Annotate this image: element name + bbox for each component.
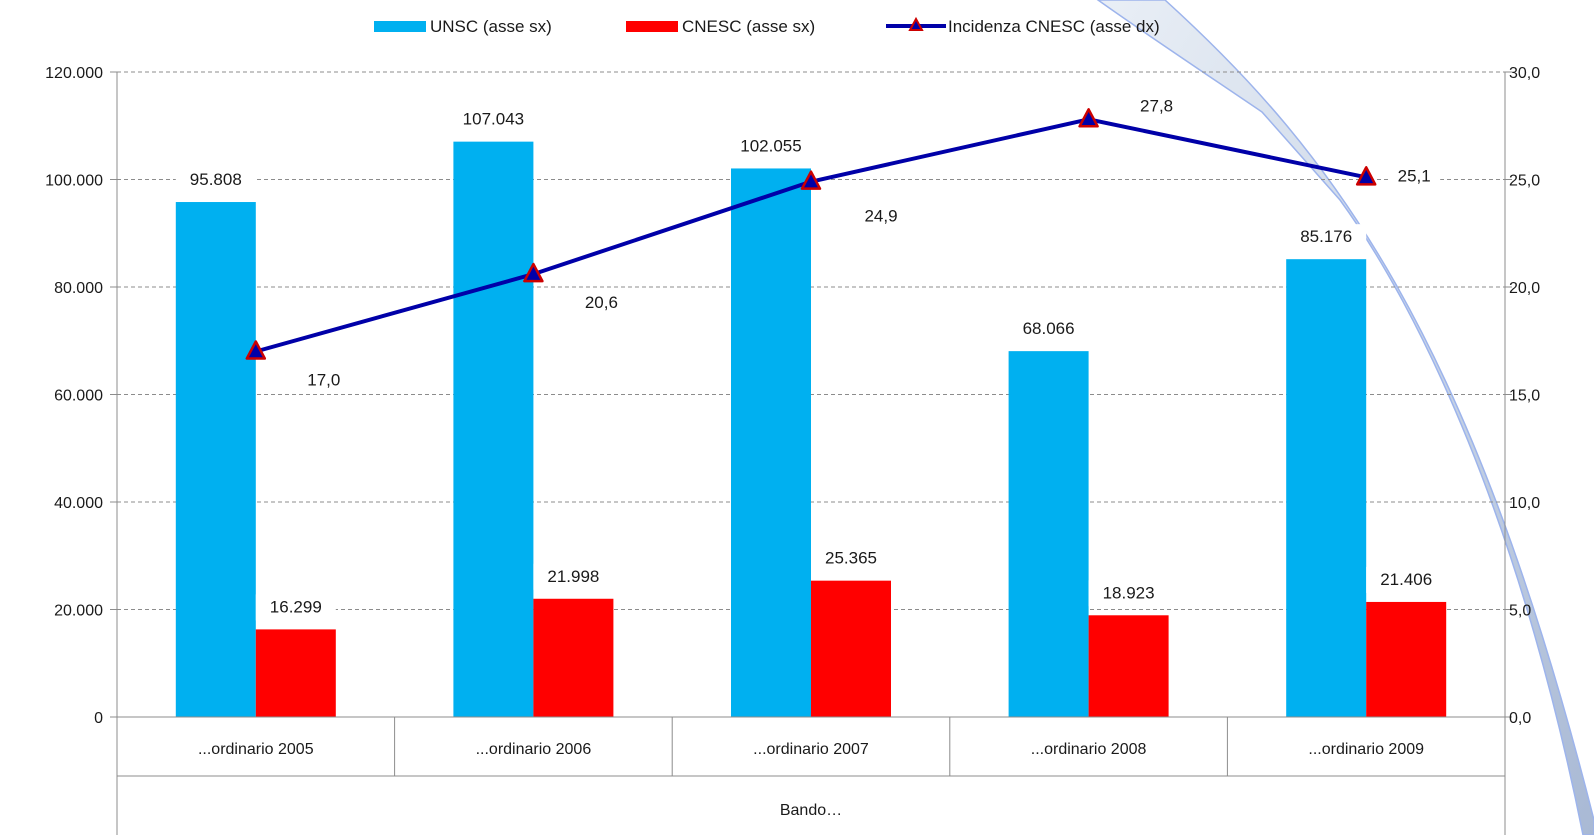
data-label-bg xyxy=(1366,566,1447,593)
legend-swatch xyxy=(626,21,678,32)
y-left-tick-label: 120.000 xyxy=(45,65,103,82)
x-tick-label: ...ordinario 2008 xyxy=(1031,741,1147,758)
data-label-cnesc: 25.365 xyxy=(825,549,877,568)
legend-item: Incidenza CNESC (asse dx) xyxy=(886,16,1160,36)
bar-cnesc xyxy=(1088,615,1169,717)
data-label-bg xyxy=(297,367,350,394)
data-label-cnesc: 21.406 xyxy=(1380,570,1432,589)
bar-unsc xyxy=(731,168,811,718)
data-label-bg xyxy=(1388,163,1441,190)
data-label-cnesc: 18.923 xyxy=(1103,583,1155,602)
legend-label: CNESC (asse sx) xyxy=(682,17,815,36)
x-tick-label: ...ordinario 2006 xyxy=(476,741,592,758)
marker-incidenza xyxy=(523,262,544,283)
bar-unsc xyxy=(1008,351,1089,717)
bar-unsc xyxy=(1286,259,1367,717)
data-label-bg xyxy=(1130,93,1183,120)
data-label-unsc: 68.066 xyxy=(1023,319,1075,338)
x-axis-title: Bando… xyxy=(780,802,842,819)
legend-marker xyxy=(908,16,924,31)
y-right-tick-label: 10,0 xyxy=(1509,495,1540,512)
data-label-incidenza: 20,6 xyxy=(585,293,618,312)
data-label-bg xyxy=(533,563,614,590)
data-label-bg xyxy=(575,290,628,317)
data-label-bg xyxy=(811,545,891,572)
data-label-cnesc: 21.998 xyxy=(547,567,599,586)
bar-unsc xyxy=(453,141,534,718)
bar-unsc xyxy=(175,202,256,718)
marker-incidenza xyxy=(1355,166,1377,186)
data-label-unsc: 107.043 xyxy=(463,110,524,129)
data-label-bg xyxy=(731,133,811,160)
marker-incidenza xyxy=(245,340,267,360)
legend-swatch xyxy=(374,21,426,32)
data-label-unsc: 95.808 xyxy=(190,170,242,189)
bar-cnesc xyxy=(1366,601,1447,717)
y-left-tick-label: 0 xyxy=(94,710,103,727)
marker-incidenza xyxy=(800,170,822,190)
x-tick-label: ...ordinario 2005 xyxy=(198,741,314,758)
y-right-tick-label: 30,0 xyxy=(1509,65,1540,82)
y-right-tick-label: 20,0 xyxy=(1509,280,1540,297)
data-label-unsc: 85.176 xyxy=(1300,227,1352,246)
y-right-tick-label: 25,0 xyxy=(1509,173,1540,190)
y-left-tick-label: 100.000 xyxy=(45,173,103,190)
y-left-tick-label: 60.000 xyxy=(54,388,103,405)
y-left-tick-label: 80.000 xyxy=(54,280,103,297)
y-right-tick-label: 5,0 xyxy=(1509,603,1531,620)
data-label-incidenza: 27,8 xyxy=(1140,96,1173,115)
legend-label: UNSC (asse sx) xyxy=(430,17,552,36)
legend-label: Incidenza CNESC (asse dx) xyxy=(948,17,1160,36)
x-tick-label: ...ordinario 2007 xyxy=(753,741,869,758)
legend-item: UNSC (asse sx) xyxy=(374,17,552,36)
bar-cnesc xyxy=(811,580,891,717)
bar-cnesc xyxy=(255,629,336,717)
y-left-tick-label: 40.000 xyxy=(54,495,103,512)
data-label-incidenza: 17,0 xyxy=(307,371,340,390)
y-right-tick-label: 0,0 xyxy=(1509,710,1531,727)
data-label-bg xyxy=(1088,580,1169,607)
data-label-bg xyxy=(1286,224,1367,251)
x-tick-label: ...ordinario 2009 xyxy=(1308,741,1424,758)
data-label-incidenza: 25,1 xyxy=(1398,166,1431,185)
y-right-tick-label: 15,0 xyxy=(1509,388,1540,405)
data-label-bg xyxy=(453,106,534,133)
marker-incidenza xyxy=(1078,108,1099,128)
bar-cnesc xyxy=(533,598,614,717)
data-label-incidenza: 24,9 xyxy=(864,207,897,226)
y-left-tick-label: 20.000 xyxy=(54,603,103,620)
data-label-bg xyxy=(855,203,907,230)
legend: UNSC (asse sx) CNESC (asse sx) Incidenza C… xyxy=(374,16,1160,36)
data-label-bg xyxy=(1008,316,1089,343)
legend-item: CNESC (asse sx) xyxy=(626,17,815,36)
data-label-unsc: 102.055 xyxy=(740,136,801,155)
decorative-swoosh xyxy=(1096,0,1594,835)
data-label-bg xyxy=(255,594,336,621)
data-label-cnesc: 16.299 xyxy=(270,597,322,616)
data-label-bg xyxy=(175,167,256,194)
